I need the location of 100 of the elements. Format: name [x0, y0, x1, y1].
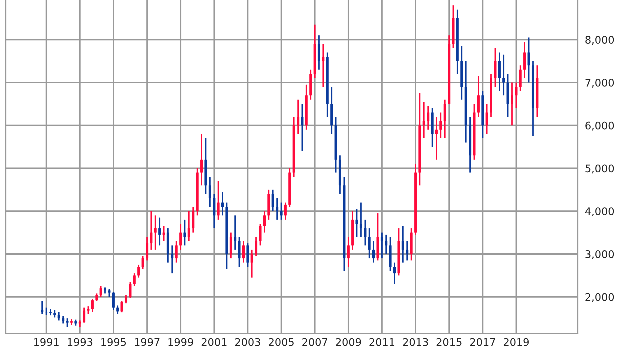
- candlestick: [310, 69, 312, 101]
- candlestick: [133, 272, 136, 288]
- candlestick: [402, 226, 404, 264]
- y-tick-label: 8,000: [586, 36, 614, 46]
- candlestick: [510, 82, 514, 126]
- candlestick: [498, 52, 501, 92]
- y-tick-label: 2,000: [586, 293, 614, 302]
- x-tick-label: 1993: [68, 338, 93, 346]
- candlestick: [427, 106, 430, 131]
- candlestick: [166, 228, 170, 264]
- candlestick: [158, 217, 162, 246]
- y-tick-label: 6,000: [586, 122, 614, 131]
- candlestick: [200, 134, 204, 186]
- candlestick: [146, 236, 149, 262]
- candlestick: [380, 232, 384, 260]
- candlestick: [49, 308, 52, 316]
- candlestick: [180, 224, 182, 251]
- candlestick: [45, 307, 48, 316]
- y-tick-label: 5,000: [586, 164, 614, 174]
- y-tick-label: 4,000: [585, 208, 614, 217]
- candlestick: [142, 256, 144, 270]
- candlestick: [150, 210, 153, 251]
- candlestick: [221, 191, 224, 216]
- candlestick: [528, 37, 530, 84]
- x-tick-label: 2019: [504, 338, 529, 346]
- candlestick: [435, 116, 438, 161]
- candlestick: [255, 236, 258, 258]
- candlestick: [112, 291, 115, 311]
- candlestick: [385, 234, 388, 255]
- candlestick: [100, 286, 102, 298]
- candlestick: [356, 208, 358, 238]
- candlestick: [129, 281, 132, 299]
- candlestick: [230, 232, 232, 260]
- x-tick-label: 2009: [336, 338, 362, 346]
- candlestick: [263, 210, 266, 234]
- candlestick: [120, 300, 124, 314]
- x-tick-label: 1991: [34, 338, 59, 346]
- candlestick: [268, 189, 270, 221]
- y-tick-label: 3,000: [586, 250, 614, 260]
- candlestick: [347, 236, 350, 268]
- candlestick: [238, 236, 241, 268]
- candlestick: [519, 64, 522, 92]
- candlestick: [242, 240, 245, 264]
- candlestick: [259, 224, 262, 246]
- x-tick-label: 2011: [370, 338, 395, 346]
- candlestick: [301, 103, 304, 152]
- candlestick: [372, 240, 376, 264]
- candlestick: [213, 194, 216, 230]
- candlestick: [515, 82, 518, 110]
- x-tick-label: 2017: [470, 338, 496, 346]
- candlestick: [360, 202, 362, 238]
- candlestick: [217, 180, 220, 221]
- candlestick: [394, 262, 396, 285]
- candlestick: [368, 228, 371, 260]
- candlestick: [364, 219, 367, 246]
- candlestick: [276, 198, 279, 221]
- candlestick: [246, 242, 250, 268]
- candlestick: [41, 300, 44, 315]
- x-tick-label: 2013: [403, 338, 428, 346]
- candlestick: [234, 214, 237, 251]
- candlestick: [162, 226, 166, 242]
- candlestick: [175, 240, 178, 264]
- candlestick: [389, 236, 392, 272]
- candlestick: [444, 99, 446, 140]
- candlestick: [154, 214, 157, 251]
- candlestick: [477, 76, 480, 118]
- candlestick: [406, 240, 409, 262]
- candlestick: [297, 99, 300, 135]
- x-tick-label: 2001: [202, 338, 227, 346]
- candlestick: [376, 212, 380, 262]
- candlestick: [192, 206, 195, 234]
- candlestick: [486, 103, 488, 135]
- x-tick-label: 2005: [269, 338, 294, 346]
- x-tick-label: 1997: [135, 338, 160, 346]
- candlestick: [410, 228, 413, 262]
- candlestick: [440, 112, 442, 140]
- x-tick-label: 2015: [436, 338, 462, 346]
- candlestick: [250, 249, 254, 279]
- candlestick: [184, 219, 186, 246]
- candlestick: [422, 101, 426, 140]
- candlestick: [208, 176, 212, 208]
- candlestick: [318, 34, 320, 71]
- candlestick: [502, 54, 506, 96]
- candlestick: [494, 48, 497, 88]
- x-tick-label: 2007: [302, 338, 328, 346]
- x-tick-label: 1999: [168, 338, 194, 346]
- x-tick-label: 2003: [235, 338, 260, 346]
- candlestick: [280, 202, 283, 221]
- candlestick: [171, 244, 174, 274]
- y-tick-label: 7,000: [586, 78, 614, 88]
- candlestick: [272, 189, 274, 212]
- candlestick: [138, 264, 140, 279]
- candlestick: [91, 298, 94, 313]
- candlestick: [506, 73, 510, 118]
- candlestick: [330, 86, 334, 135]
- candlestick: [83, 307, 86, 324]
- candlestick: [431, 108, 434, 148]
- x-tick-label: 1995: [102, 338, 126, 346]
- candlestick: [524, 41, 526, 80]
- candlestick: [322, 43, 325, 88]
